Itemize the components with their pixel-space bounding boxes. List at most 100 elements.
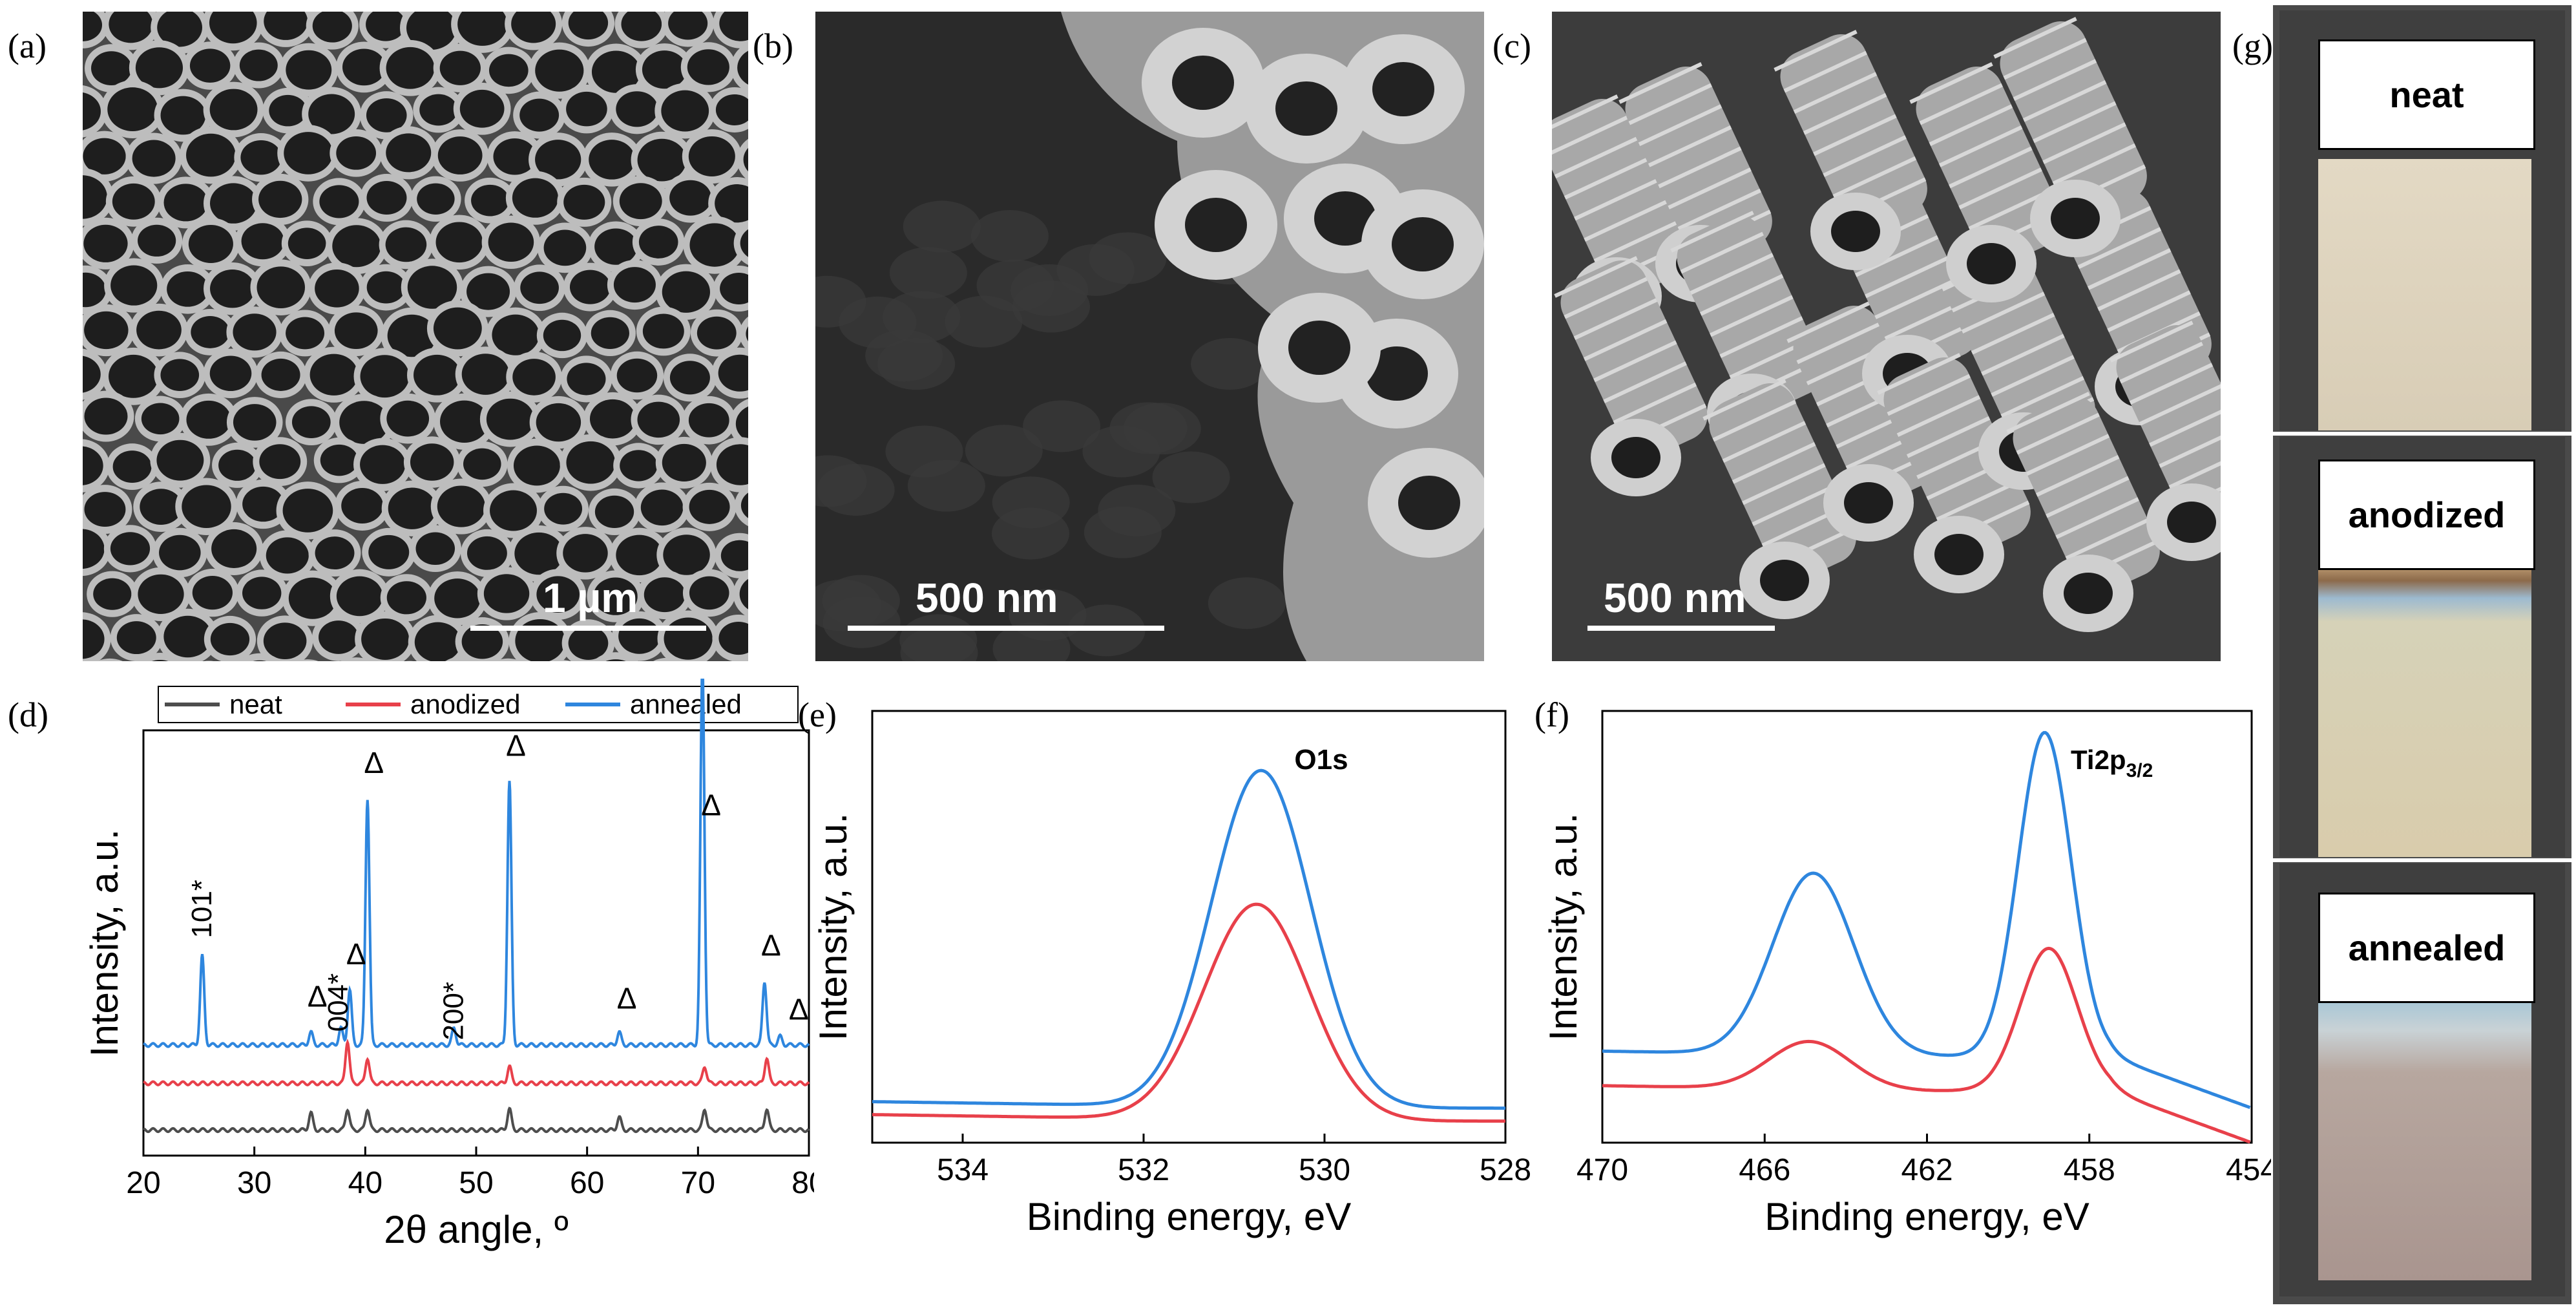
nanotube-pore [140,489,183,525]
nanotube-pore [157,12,202,47]
chart-ti2p: 470 466 462 458 454 Binding energy, eV Intensi… [1542,710,2271,1238]
nanotube-rib [1618,62,1702,104]
legend-label-anodized: anodized [410,689,520,719]
nanotube-pore [339,401,389,444]
nanotube-pore [319,620,359,654]
nanotube-pore [589,140,635,180]
scale-bar-label: 1 µm [543,575,638,621]
chart-title: O1s [1294,744,1348,776]
nanotube-pore [740,492,748,518]
nanotube-pore [461,624,503,659]
peak-marker: Δ [364,746,384,779]
nanotube-rib [1896,395,1981,437]
nanotube-pore [209,355,252,392]
sample-label-neat: neat [2318,39,2535,150]
nanotube-pore [740,229,748,257]
nanotube-rib [1832,156,1917,198]
nanotube-rib [1628,83,1712,125]
nanotube-pore [83,224,128,262]
nanotube-pore [543,229,587,266]
nanotube-pore [2064,573,2113,614]
panel-label-c: (c) [1492,26,1531,65]
nanotube-pore [605,659,626,661]
peak-label: 200* [438,982,470,1041]
nanotube-pore [240,140,282,175]
nanotube-pore [566,91,607,127]
x-tick-label: 80 [791,1166,814,1200]
nanotube-body [2000,21,2147,218]
nanotube-pore [715,184,748,223]
nanotube-pore [720,272,748,305]
nanotube-pore [361,618,410,660]
nanotube-pore [1934,534,1984,575]
series-annealed [872,768,1505,1110]
nanotube-pore [440,400,489,443]
nanotube-pore [241,223,284,260]
nanotube-rib [1573,298,1658,340]
nanotube-pore [320,444,359,476]
nanotube-rib [1593,340,1677,383]
scale-bar-label: 500 nm [916,575,1058,621]
surface-dimple [822,596,901,648]
panel-label-d: (d) [8,695,48,734]
nanotube-body [1677,215,1824,412]
nanotube-rib [1564,277,1648,319]
nanotube-rib [1584,200,1668,242]
nanotube-pore [109,12,153,43]
peak-label: 004* [322,973,354,1032]
nanotube-rib [2042,122,2126,164]
nanotube-rib [2016,412,2100,455]
panel-label-g: (g) [2232,26,2273,65]
nanotube-rib [1668,167,1752,209]
x-axis-title: 2θ angle, º [384,1208,569,1251]
nanotube-body [1793,305,1940,503]
nanotube-pore [160,359,200,392]
nanotube-rib [2110,321,2194,363]
nanotube-rib [1719,316,1803,358]
nanotube-pore [286,50,332,90]
nanotube-rib [2033,101,2117,143]
nanotube-rib [1938,125,2023,167]
nanotube-pore [406,12,457,50]
nanotube-pore [386,133,432,173]
nanotube-pore [341,488,384,524]
nanotube-rib [2087,248,2172,290]
nanotube-rib [2055,497,2139,539]
nanotube-body [1916,66,2063,264]
surface-dimple [1011,264,1089,316]
nanotube-pore [209,89,258,131]
surface-dimple [1109,402,1188,454]
nanotube-pore [387,314,437,357]
nanotube-rib [1712,399,1796,442]
nanotube-rib [1564,158,1648,200]
nanotube-pore [141,403,180,435]
nanotube-rib [2013,59,2097,101]
nanotube-rib [1677,188,1762,231]
nanotube-rib [1786,301,1870,343]
nanotube-wall [297,659,319,661]
nanotube-pore [519,98,560,132]
nanotube-wall [739,316,748,352]
nanotube-pore [288,227,326,259]
nanotube-pore [435,222,483,263]
nanotube-pore [83,138,126,175]
nanotube-pore [439,50,481,85]
nanotube-pore [619,183,662,220]
nanotube-body [2116,324,2221,522]
plot-frame [1601,710,2253,1144]
nanotube-pore [689,223,740,267]
nanotube-pore [594,228,638,265]
nanotube-pore [689,576,729,610]
scale-bar [848,626,1164,631]
nanotube-pore [662,443,706,481]
nanotube-pore [688,136,735,176]
nanotube-rib [2006,392,2090,434]
panel-label-f: (f) [1534,695,1569,734]
nanotube-pore [110,532,151,566]
nanotube-rib [2065,518,2150,560]
nanotube-pore [642,313,684,349]
nanotube-rib [1971,313,2055,355]
sample-strip [2318,159,2531,430]
nanotube-pore [513,445,560,486]
nanotube-pore [312,12,352,43]
